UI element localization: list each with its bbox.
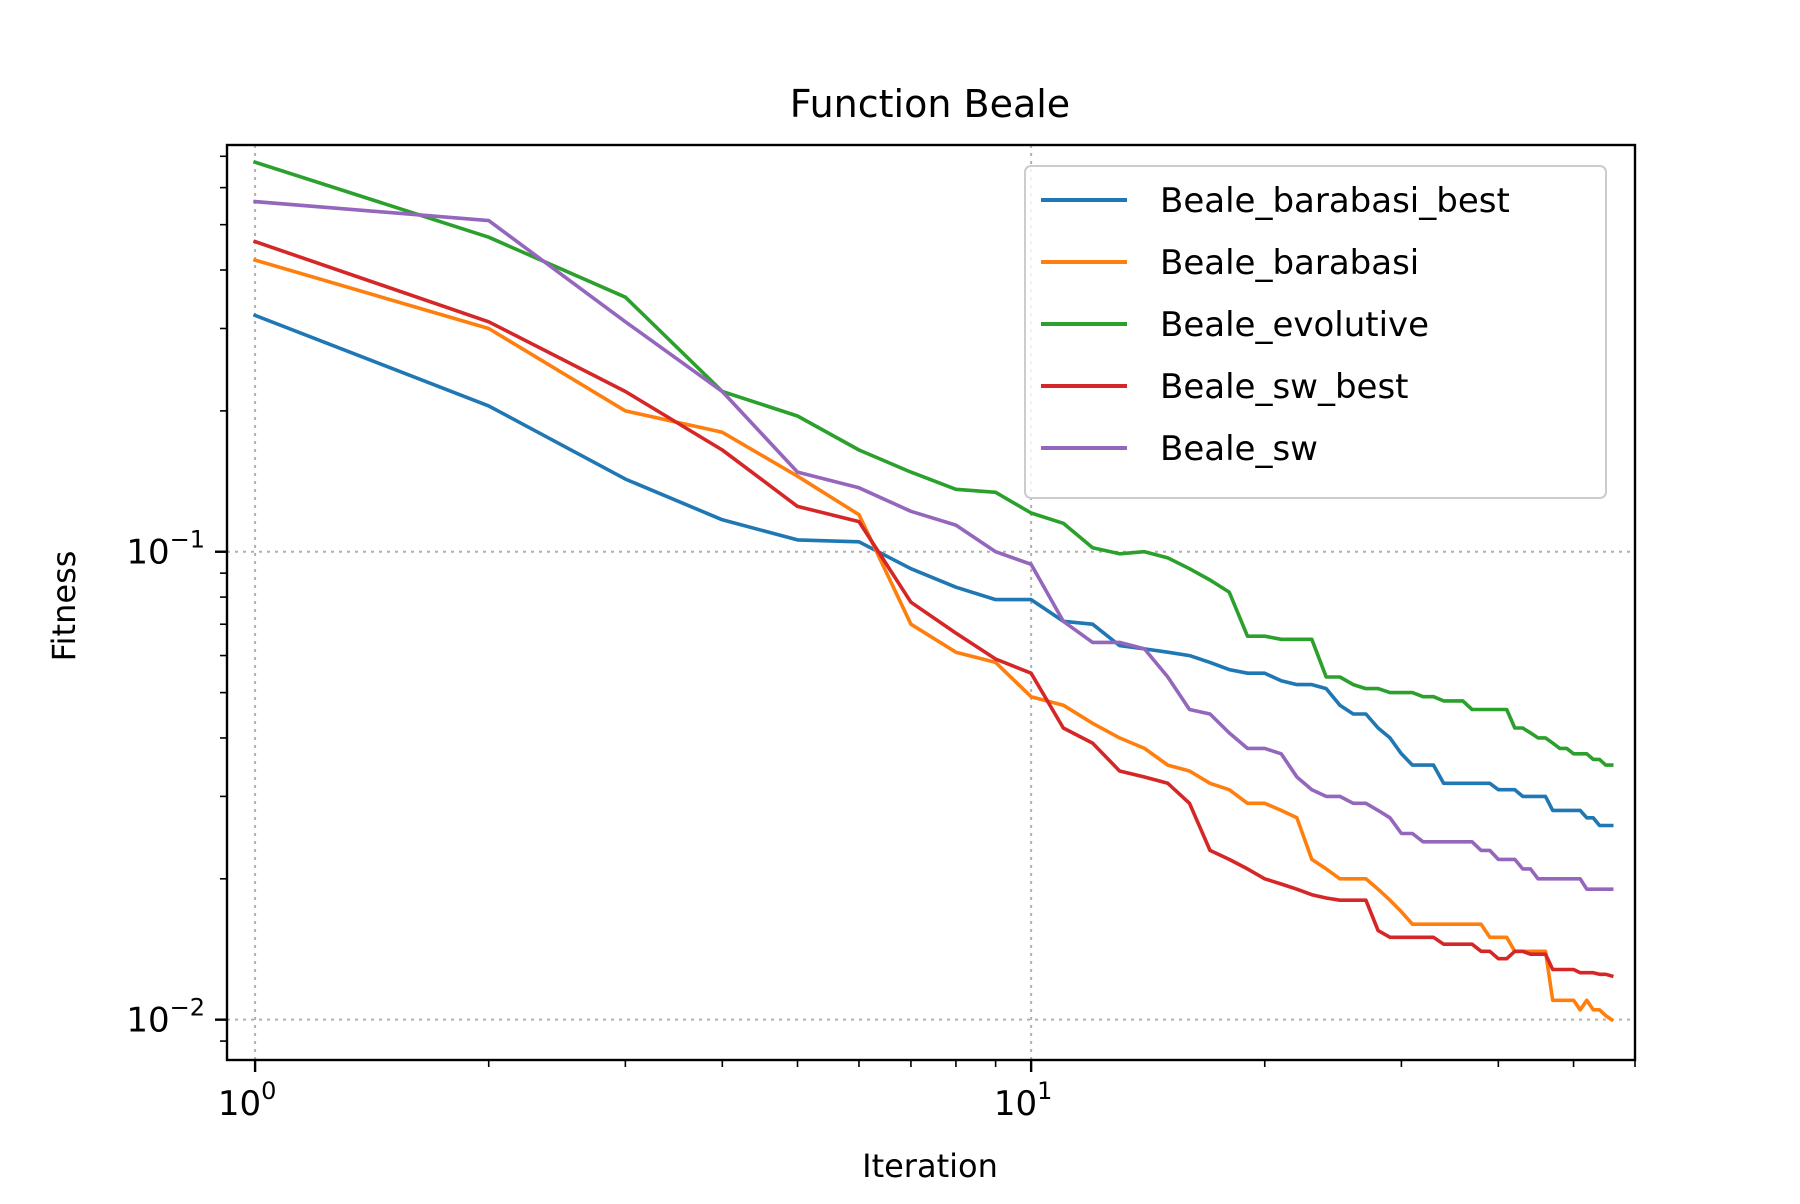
series-layer xyxy=(252,159,1615,1023)
legend-entry[interactable]: Beale_barabasi_best xyxy=(1041,181,1510,221)
legend-entry[interactable]: Beale_sw xyxy=(1041,429,1318,469)
legend-entry[interactable]: Beale_sw_best xyxy=(1041,367,1409,407)
x-tick-label-exponent: 1 xyxy=(1037,1077,1052,1105)
x-tick-label-base: 10 xyxy=(994,1084,1037,1124)
x-tick-label-base: 10 xyxy=(218,1084,261,1124)
series-line-beale-barabasi xyxy=(252,257,1615,1023)
y-tick-label: 10−2 xyxy=(126,994,205,1041)
legend-label: Beale_evolutive xyxy=(1160,305,1429,345)
plot-frame xyxy=(225,143,1637,1062)
y-tick-label-base: 10 xyxy=(126,533,169,573)
legend-frame xyxy=(1024,165,1607,499)
y-tick-label-base: 10 xyxy=(126,1001,169,1041)
series-line-beale-evolutive xyxy=(252,159,1614,767)
legend-entry[interactable]: Beale_evolutive xyxy=(1041,305,1429,345)
legend-label: Beale_barabasi_best xyxy=(1160,181,1510,221)
legend[interactable]: Beale_barabasi_best Beale_barabasi Beale_e… xyxy=(1024,165,1607,499)
x-axis-label: Iteration xyxy=(862,1147,998,1185)
x-tick-label: 101 xyxy=(994,1077,1053,1124)
x-tick-label: 100 xyxy=(218,1077,277,1124)
series-line-beale-barabasi-best xyxy=(252,313,1614,828)
x-tick-label-exponent: 0 xyxy=(261,1077,276,1105)
legend-entry[interactable]: Beale_barabasi xyxy=(1041,243,1419,283)
legend-label: Beale_barabasi xyxy=(1160,243,1419,283)
y-tick-label-exponent: −2 xyxy=(170,994,205,1022)
series-line-beale-sw-best xyxy=(252,239,1614,979)
y-tick-label-exponent: −1 xyxy=(170,526,205,554)
y-axis-label: Fitness xyxy=(45,551,83,662)
legend-label: Beale_sw_best xyxy=(1160,367,1409,407)
y-tick-label: 10−1 xyxy=(126,526,205,573)
chart-title: Function Beale xyxy=(790,82,1070,126)
legend-label: Beale_sw xyxy=(1160,429,1318,469)
series-line-beale-sw xyxy=(253,199,1614,891)
